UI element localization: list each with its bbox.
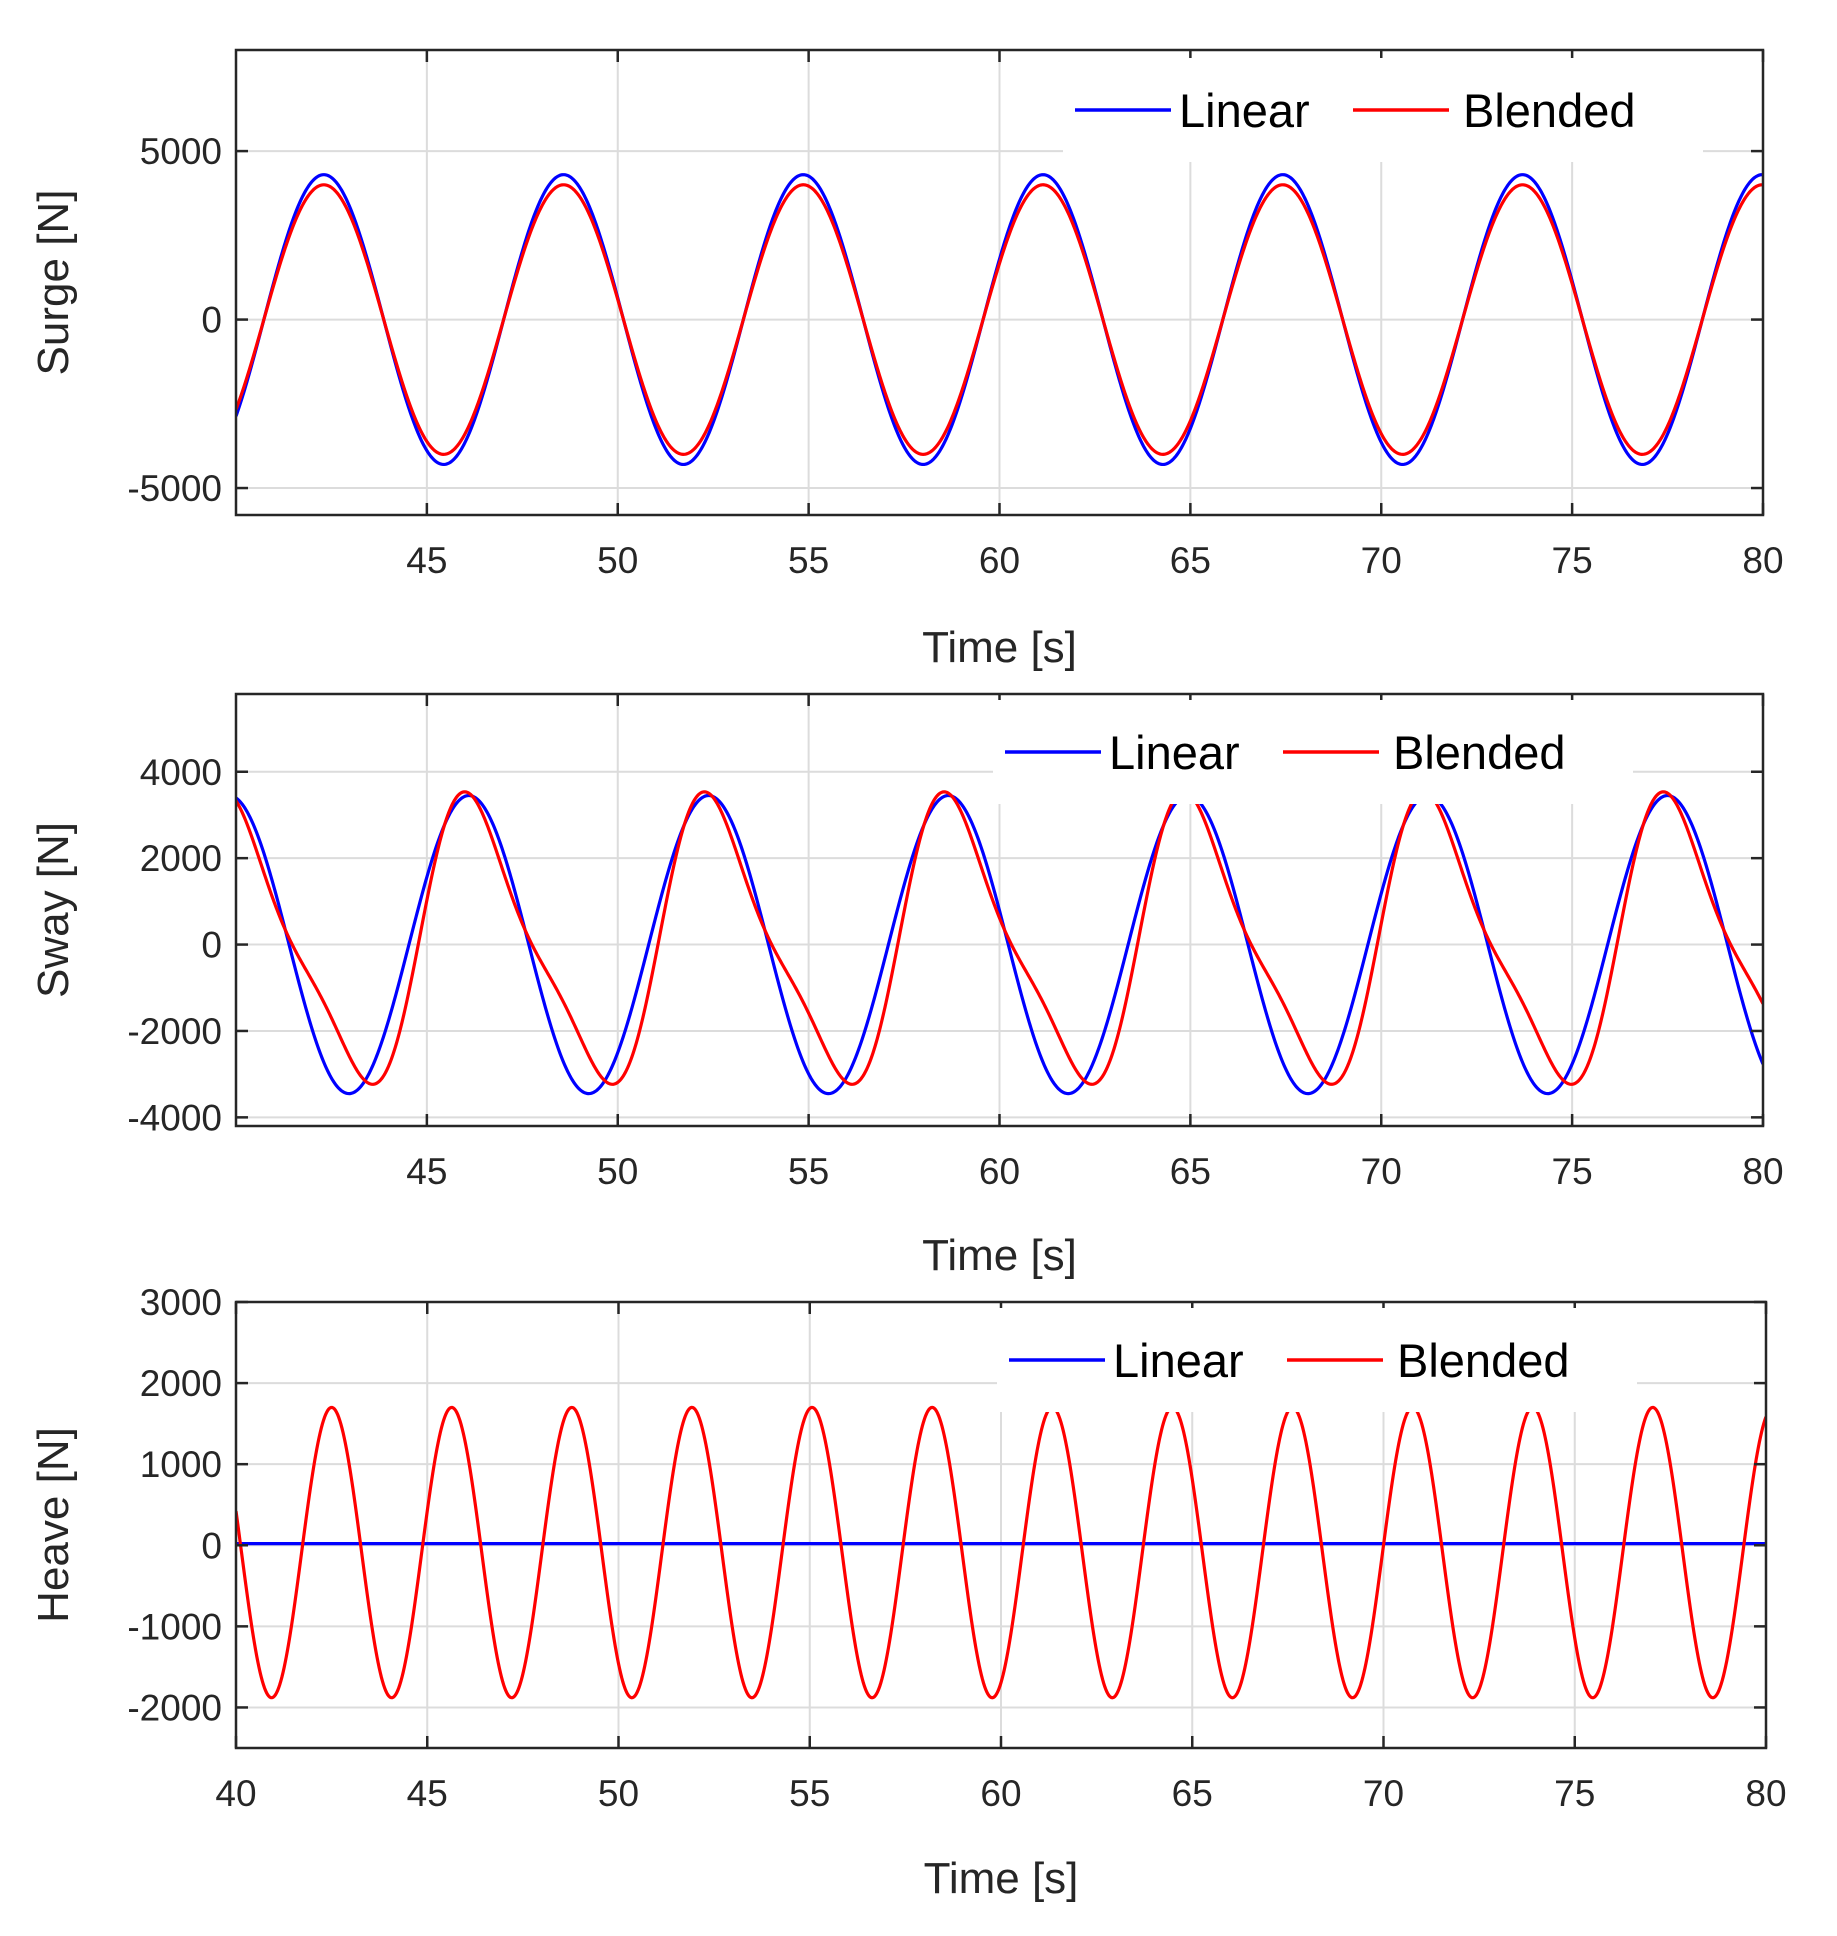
surge-y-axis-title: Surge [N] bbox=[29, 190, 78, 376]
surge-legend: Linear Blended bbox=[1063, 58, 1703, 162]
heave-series-blended bbox=[236, 1405, 1766, 1700]
heave-y-tick-label: 3000 bbox=[140, 1282, 222, 1323]
heave-x-tick-label: 50 bbox=[598, 1773, 639, 1814]
surge-x-tick-label: 70 bbox=[1361, 540, 1402, 581]
sway-series-linear bbox=[236, 793, 1763, 1096]
heave-x-tick-label: 65 bbox=[1172, 1773, 1213, 1814]
surge-legend-label-blended: Blended bbox=[1463, 84, 1636, 137]
heave-x-tick-label: 40 bbox=[215, 1773, 256, 1814]
sway-x-tick-label: 80 bbox=[1742, 1151, 1783, 1192]
sway-y-axis-title: Sway [N] bbox=[29, 822, 78, 998]
sway-x-tick-label: 55 bbox=[788, 1151, 829, 1192]
surge-x-tick-label: 55 bbox=[788, 540, 829, 581]
sway-legend-label-blended: Blended bbox=[1393, 726, 1566, 779]
surge-x-tick-label: 60 bbox=[979, 540, 1020, 581]
heave-x-tick-label: 45 bbox=[407, 1773, 448, 1814]
heave-legend-label-blended: Blended bbox=[1397, 1334, 1570, 1387]
surge-x-tick-label: 65 bbox=[1170, 540, 1211, 581]
heave-x-tick-label: 80 bbox=[1745, 1773, 1786, 1814]
surge-x-tick-label: 75 bbox=[1552, 540, 1593, 581]
sway-x-axis-title: Time [s] bbox=[922, 1231, 1077, 1280]
sway-legend-label-linear: Linear bbox=[1109, 726, 1240, 779]
sway-x-tick-label: 75 bbox=[1552, 1151, 1593, 1192]
heave-x-tick-label: 60 bbox=[980, 1773, 1021, 1814]
heave-legend-label-linear: Linear bbox=[1113, 1334, 1244, 1387]
sway-y-tick-label: -2000 bbox=[127, 1011, 222, 1052]
sway-x-tick-label: 50 bbox=[597, 1151, 638, 1192]
surge-y-tick-label: 0 bbox=[201, 300, 222, 341]
surge-panel: 45 50 55 60 65 70 75 80 -5000 0 5000 Time [s] Surge … bbox=[29, 48, 1784, 672]
heave-y-tick-label: 0 bbox=[201, 1525, 222, 1566]
surge-legend-label-linear: Linear bbox=[1179, 84, 1310, 137]
heave-y-tick-label: -2000 bbox=[127, 1687, 222, 1728]
sway-legend: Linear Blended bbox=[993, 700, 1633, 804]
surge-x-tick-label: 80 bbox=[1742, 540, 1783, 581]
heave-y-axis-title: Heave [N] bbox=[29, 1427, 78, 1623]
sway-x-tick-label: 60 bbox=[979, 1151, 1020, 1192]
surge-x-tick-label: 45 bbox=[406, 540, 447, 581]
heave-x-tick-label: 70 bbox=[1363, 1773, 1404, 1814]
sway-x-tick-label: 45 bbox=[406, 1151, 447, 1192]
heave-y-tick-label: -1000 bbox=[127, 1606, 222, 1647]
surge-y-tick-label: 5000 bbox=[140, 131, 222, 172]
sway-y-tick-label: 0 bbox=[201, 925, 222, 966]
surge-y-tick-label: -5000 bbox=[127, 468, 222, 509]
sway-y-tick-label: -4000 bbox=[127, 1097, 222, 1138]
heave-x-axis-title: Time [s] bbox=[924, 1854, 1079, 1903]
surge-x-tick-label: 50 bbox=[597, 540, 638, 581]
surge-series-blended bbox=[236, 183, 1763, 456]
sway-y-tick-label: 4000 bbox=[140, 752, 222, 793]
sway-x-tick-label: 70 bbox=[1361, 1151, 1402, 1192]
heave-x-tick-label: 55 bbox=[789, 1773, 830, 1814]
heave-y-tick-label: 2000 bbox=[140, 1363, 222, 1404]
surge-x-axis-title: Time [s] bbox=[922, 623, 1077, 672]
sway-y-tick-label: 2000 bbox=[140, 838, 222, 879]
heave-y-tick-label: 1000 bbox=[140, 1444, 222, 1485]
heave-legend: Linear Blended bbox=[997, 1308, 1637, 1412]
sway-series-blended bbox=[236, 790, 1763, 1086]
heave-x-tick-label: 75 bbox=[1554, 1773, 1595, 1814]
heave-panel: 40 45 50 55 60 65 70 75 80 -2000 -1000 0 1000 2000 300… bbox=[29, 1282, 1787, 1903]
sway-x-tick-label: 65 bbox=[1170, 1151, 1211, 1192]
sway-panel: 45 50 55 60 65 70 75 80 -4000 -2000 0 2000 4000 Time … bbox=[29, 692, 1784, 1280]
